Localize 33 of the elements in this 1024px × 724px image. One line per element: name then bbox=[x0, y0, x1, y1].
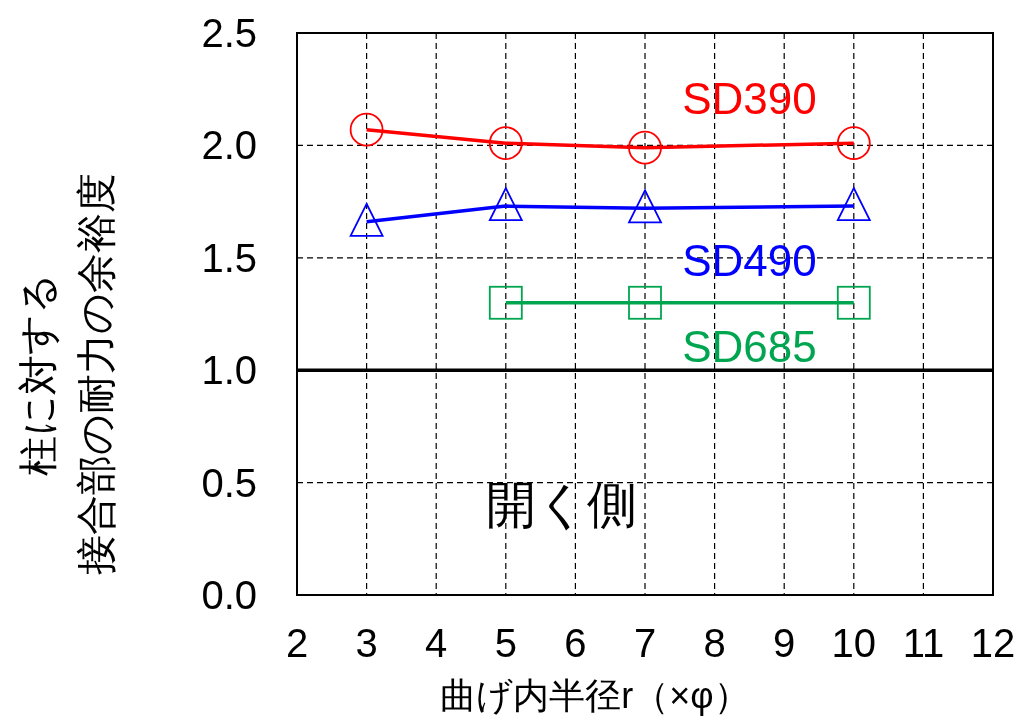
x-tick-label: 7 bbox=[633, 621, 657, 665]
point bbox=[349, 112, 384, 147]
series-label: SD390 bbox=[682, 74, 817, 124]
point bbox=[488, 187, 523, 221]
x-tick-label: 3 bbox=[355, 621, 378, 665]
point bbox=[628, 189, 662, 224]
x-tick-label: 5 bbox=[494, 621, 517, 665]
x-tick-label: 6 bbox=[564, 621, 587, 665]
annotation: 開く側 bbox=[485, 476, 637, 533]
y-tick-label: 0.0 bbox=[201, 573, 257, 617]
point bbox=[628, 285, 662, 320]
x-tick-label: 2 bbox=[285, 621, 309, 665]
series-label: SD685 bbox=[682, 321, 817, 371]
point bbox=[488, 126, 523, 161]
y-axis-title: 柱に対する接合部の耐力の余裕度 bbox=[16, 173, 118, 575]
x-tick-label: 9 bbox=[773, 621, 796, 665]
point bbox=[349, 202, 384, 237]
x-tick-label: 8 bbox=[703, 621, 726, 665]
y-tick-label: 0.5 bbox=[201, 460, 257, 505]
y-tick-label: 1.5 bbox=[201, 235, 257, 280]
x-tick-label: 10 bbox=[831, 621, 877, 665]
x-tick-label: 12 bbox=[970, 621, 1016, 665]
y-tick-label: 1.0 bbox=[201, 348, 257, 393]
x-tick-label: 11 bbox=[902, 621, 945, 665]
y-tick-label: 2.5 bbox=[201, 11, 257, 55]
y-tick-label: 2.0 bbox=[201, 123, 257, 168]
point bbox=[836, 126, 871, 161]
point bbox=[628, 130, 662, 165]
point bbox=[836, 187, 871, 221]
x-axis-title: 曲げ内半径r（×φ） bbox=[440, 675, 750, 716]
point bbox=[488, 285, 523, 320]
point bbox=[836, 285, 871, 320]
x-tick-label: 4 bbox=[425, 621, 448, 665]
